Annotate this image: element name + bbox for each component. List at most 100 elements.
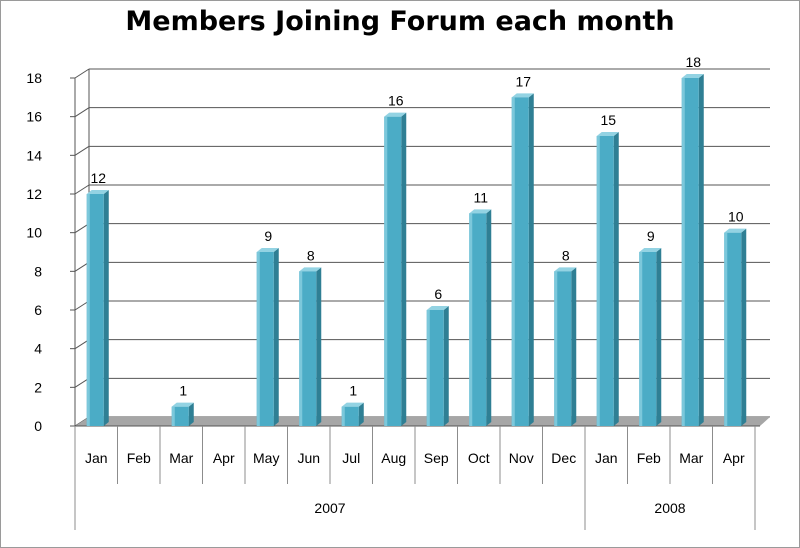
bar-front — [681, 78, 699, 426]
bar-front — [171, 406, 189, 426]
bar-side — [401, 112, 407, 427]
bar-side — [316, 267, 322, 426]
bar-side — [613, 132, 619, 426]
bar-front — [511, 97, 529, 426]
data-label: 8 — [307, 247, 315, 263]
bar-top — [511, 93, 534, 98]
x-group-label: 2008 — [654, 500, 685, 516]
x-tick-label: May — [253, 450, 279, 466]
y-tick-label: 16 — [26, 109, 42, 125]
bar-side — [103, 190, 109, 426]
bar — [469, 209, 492, 426]
data-label: 18 — [685, 54, 701, 70]
x-tick-label: Mar — [679, 450, 703, 466]
bar — [511, 93, 534, 426]
bar-front — [426, 310, 444, 426]
chart-floor — [75, 417, 770, 426]
x-tick-label: Dec — [551, 450, 576, 466]
bar-side — [358, 402, 364, 426]
bar-highlight — [596, 136, 600, 426]
bar — [86, 190, 109, 426]
bar-front — [384, 116, 402, 427]
bar-side — [656, 248, 662, 426]
bar-top — [554, 267, 577, 272]
gridline-wall — [74, 300, 90, 311]
bar — [426, 306, 449, 426]
bar-side — [528, 93, 534, 426]
bar-front — [86, 194, 104, 426]
bar-side — [486, 209, 492, 426]
y-tick-label: 8 — [34, 263, 42, 279]
bar — [299, 267, 322, 426]
bar-highlight — [341, 406, 345, 426]
bar-highlight — [511, 97, 515, 426]
data-label: 15 — [600, 112, 616, 128]
data-label: 11 — [473, 189, 488, 205]
bar-side — [188, 402, 194, 426]
bar-top — [639, 248, 662, 252]
bar — [724, 228, 747, 426]
bar-side — [698, 74, 704, 426]
bar-top — [86, 190, 109, 194]
bar-highlight — [256, 252, 260, 426]
y-tick-label: 6 — [34, 302, 42, 318]
bar-top — [341, 402, 364, 407]
bar — [384, 112, 407, 427]
bar-highlight — [299, 271, 303, 426]
bar — [639, 248, 662, 426]
x-tick-label: Jul — [342, 450, 360, 466]
bar-side — [273, 248, 279, 426]
bar-side — [443, 306, 449, 426]
gridline-wall — [74, 107, 90, 118]
data-label: 1 — [349, 383, 357, 399]
data-label: 10 — [728, 209, 744, 225]
bar-front — [299, 271, 317, 426]
gridline-wall — [74, 339, 90, 350]
bar-highlight — [426, 310, 430, 426]
bar-side — [741, 228, 747, 426]
bar-side — [571, 267, 577, 426]
bar-highlight — [639, 252, 643, 426]
bar-highlight — [681, 78, 685, 426]
bar-top — [469, 209, 492, 214]
bar-front — [469, 213, 487, 426]
bar-highlight — [86, 194, 90, 426]
data-label: 16 — [388, 93, 404, 109]
bar-top — [724, 228, 747, 233]
gridline-wall — [74, 377, 90, 388]
bar-highlight — [384, 116, 388, 427]
bar-top — [256, 248, 279, 252]
bar — [341, 402, 364, 426]
x-tick-label: Feb — [127, 450, 151, 466]
y-tick-label: 14 — [26, 147, 42, 163]
bar — [554, 267, 577, 426]
y-tick-label: 4 — [34, 341, 42, 357]
y-tick-label: 18 — [26, 70, 42, 86]
data-label: 1 — [179, 383, 187, 399]
x-tick-label: Feb — [637, 450, 661, 466]
bar-top — [384, 112, 407, 117]
bar-highlight — [469, 213, 473, 426]
bar-front — [639, 252, 657, 426]
y-tick-label: 12 — [26, 186, 42, 202]
bar-front — [724, 232, 742, 426]
y-tick-label: 0 — [34, 418, 42, 434]
bar-front — [596, 136, 614, 426]
data-label: 17 — [515, 73, 531, 89]
y-tick-label: 10 — [26, 225, 42, 241]
bar-highlight — [554, 271, 558, 426]
x-tick-label: Nov — [509, 450, 534, 466]
bar-highlight — [724, 232, 728, 426]
bar-top — [171, 402, 194, 407]
bar — [256, 248, 279, 426]
x-tick-label: Mar — [169, 450, 193, 466]
x-group-label: 2007 — [314, 500, 345, 516]
x-tick-label: Jan — [595, 450, 618, 466]
gridline-wall — [74, 68, 90, 79]
data-label: 9 — [264, 228, 272, 244]
data-label: 12 — [90, 170, 106, 186]
data-label: 8 — [562, 247, 570, 263]
bar-top — [426, 306, 449, 310]
chart-title: Members Joining Forum each month — [125, 6, 675, 37]
